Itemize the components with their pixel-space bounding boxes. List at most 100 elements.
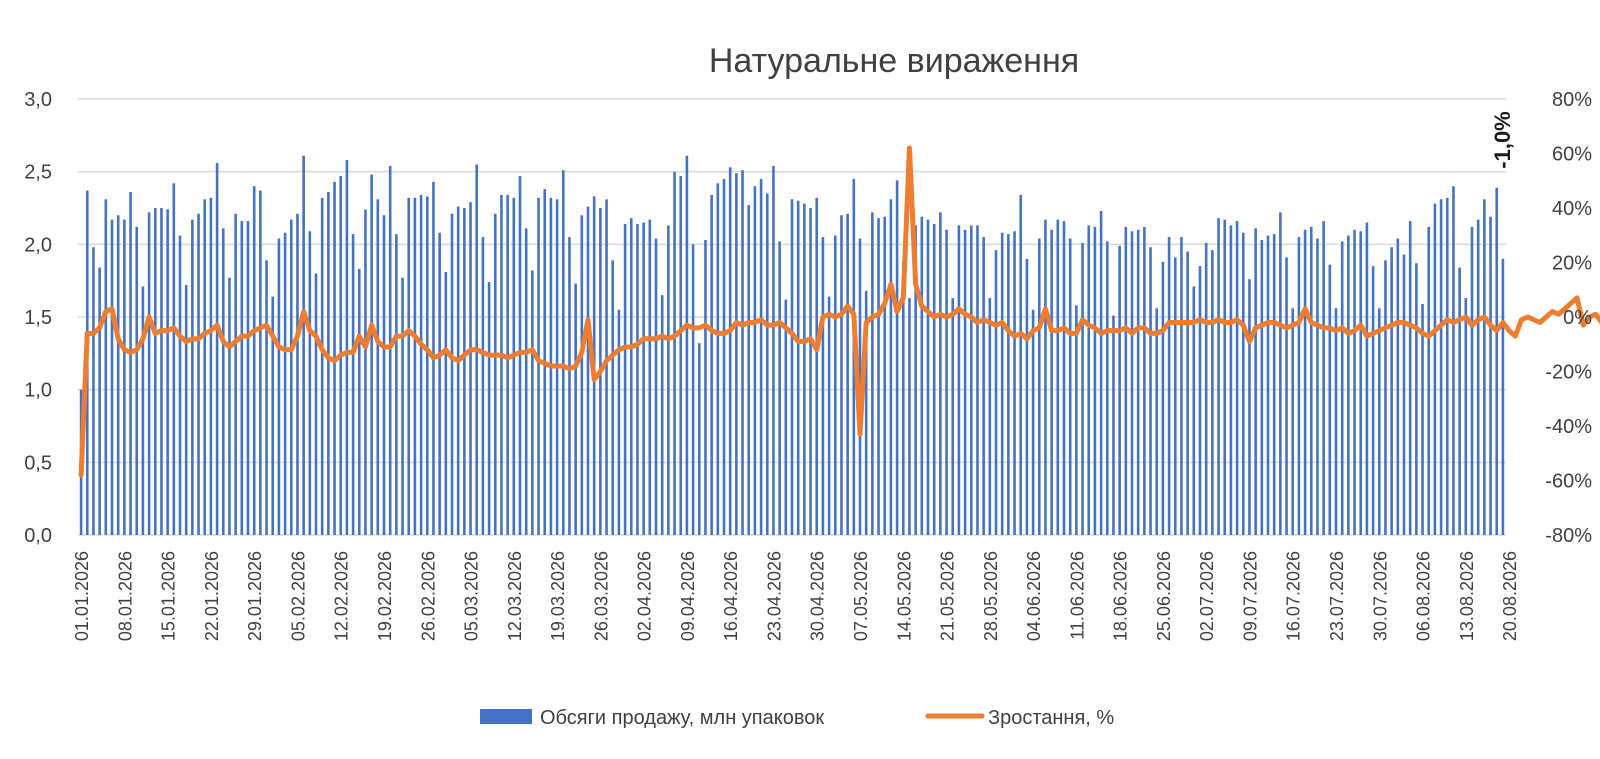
bar (327, 192, 330, 535)
legend-bar-swatch (480, 709, 532, 724)
x-tick-label: 11.06.2026 (1067, 551, 1087, 640)
y-left-tick-label: 1,5 (24, 307, 52, 329)
bar (1365, 222, 1369, 536)
bar (104, 199, 108, 535)
chart-title: Натуральне вираження (709, 42, 1079, 80)
bar (1062, 221, 1066, 535)
bar (871, 212, 874, 536)
bar (1396, 238, 1400, 535)
x-tick-label: 02.04.2026 (635, 551, 655, 641)
bar (1223, 219, 1227, 536)
bar (1266, 235, 1270, 535)
bar (988, 298, 992, 535)
bar (413, 197, 417, 535)
bar (265, 260, 268, 535)
bar (364, 209, 367, 535)
bar (1204, 242, 1208, 535)
bar (1099, 210, 1103, 535)
bar (259, 190, 262, 535)
bar (1019, 194, 1023, 536)
bar (1297, 237, 1301, 536)
bar (796, 200, 800, 535)
legend: Обсяги продажу, млн упаковок Зростання, … (480, 707, 1114, 729)
bar (1452, 186, 1455, 535)
bar (191, 219, 194, 536)
x-tick-label: 01.01.2026 (72, 551, 92, 641)
x-tick-label: 15.01.2026 (159, 551, 179, 641)
bar (648, 219, 652, 536)
bar (302, 155, 305, 535)
bar (1279, 212, 1282, 536)
x-tick-label: 22.01.2026 (202, 551, 222, 641)
bar (722, 178, 726, 535)
bar (1093, 226, 1097, 536)
bar (660, 295, 664, 535)
bar (790, 199, 794, 535)
bar (815, 197, 819, 535)
bar (654, 238, 658, 535)
bar (209, 197, 213, 535)
bar (116, 215, 120, 535)
bar (883, 216, 887, 535)
bar (1495, 187, 1499, 536)
bar (605, 199, 608, 535)
bar (1056, 219, 1060, 536)
bar (809, 208, 812, 535)
bar (679, 176, 683, 535)
bar (1087, 225, 1091, 535)
bar (518, 176, 522, 535)
bar (1476, 219, 1480, 536)
bar (741, 170, 744, 536)
bar (574, 283, 577, 535)
bar (357, 269, 361, 535)
bar (728, 167, 732, 535)
x-tick-label: 09.04.2026 (678, 551, 698, 641)
y-left-tick-label: 2,5 (24, 162, 52, 184)
bar (493, 213, 497, 535)
bar (1025, 258, 1029, 535)
bar (129, 192, 132, 535)
bar (487, 282, 491, 535)
x-tick-label: 21.05.2026 (938, 551, 958, 641)
x-tick-label: 05.02.2026 (288, 551, 308, 641)
bar (1272, 234, 1276, 535)
bar (914, 225, 917, 535)
bar (1198, 266, 1202, 535)
bar (438, 232, 441, 535)
bar (1384, 260, 1387, 535)
bar (345, 160, 349, 536)
bar (240, 221, 244, 535)
y-left-tick-label: 2,0 (24, 234, 52, 256)
bar (221, 228, 225, 535)
bar (215, 162, 219, 536)
x-tick-label: 05.03.2026 (462, 551, 482, 641)
bar (846, 213, 849, 535)
bar (1167, 237, 1171, 536)
bar (481, 237, 485, 536)
bar (1044, 219, 1047, 536)
bar (963, 229, 967, 536)
y-right-tick-label: -20% (1545, 362, 1592, 384)
bar (234, 213, 237, 535)
bar (1155, 308, 1159, 535)
bar (685, 155, 689, 535)
x-tick-label: 19.02.2026 (375, 551, 395, 641)
bar (908, 298, 911, 535)
bar (1322, 221, 1325, 535)
bar (1377, 308, 1381, 535)
x-tick-label: 16.04.2026 (721, 551, 741, 641)
bar (623, 223, 627, 535)
bar (1489, 216, 1492, 535)
bar (1371, 266, 1375, 535)
legend-line-label: Зростання, % (988, 707, 1114, 729)
x-tick-label: 30.07.2026 (1370, 551, 1390, 641)
bar-series (79, 155, 1505, 536)
x-tick-label: 18.06.2026 (1111, 551, 1131, 641)
bar (1007, 234, 1010, 535)
y-right-tick-label: -60% (1545, 471, 1592, 493)
bar (1328, 264, 1332, 535)
bar (784, 299, 788, 535)
bar (1316, 238, 1319, 535)
y-right-tick-label: 80% (1552, 89, 1592, 111)
